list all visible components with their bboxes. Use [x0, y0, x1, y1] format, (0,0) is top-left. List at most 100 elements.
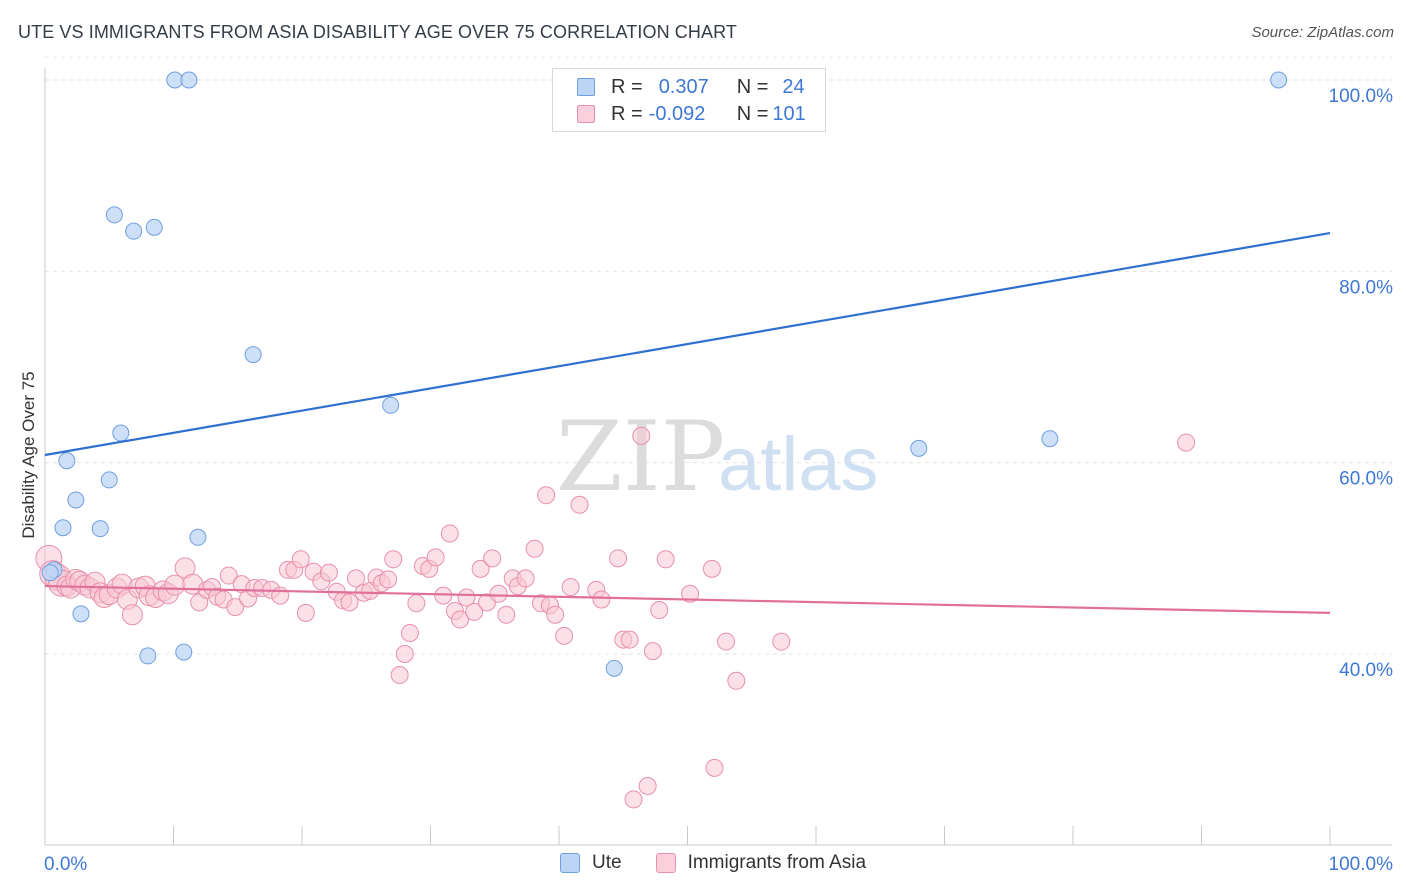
y-tick-label: 60.0%	[1339, 469, 1393, 490]
series-label-ute: Ute	[592, 852, 622, 873]
ute-point	[112, 424, 130, 442]
legend-r-value: -0.092	[648, 102, 706, 125]
ute-point	[166, 71, 184, 89]
series-legend-ute: Ute	[560, 852, 622, 874]
ute-point	[67, 491, 85, 509]
legend-r-value: 0.307	[658, 75, 709, 98]
legend-n-value: 101	[772, 102, 806, 125]
asia-point	[226, 598, 245, 617]
asia-point	[384, 550, 403, 569]
asia-point	[426, 548, 445, 567]
ute-point	[91, 520, 109, 538]
asia-point	[650, 600, 669, 619]
asia-point	[319, 563, 338, 582]
ute-point	[139, 647, 157, 665]
ute-point	[145, 218, 163, 236]
ute-point	[125, 222, 143, 240]
legend-n-label: N =	[736, 75, 769, 98]
series-label-asia: Immigrants from Asia	[687, 852, 867, 873]
ute-point	[180, 71, 198, 89]
asia-point	[219, 566, 238, 585]
asia-point	[1177, 433, 1196, 452]
asia-point	[457, 588, 476, 607]
chart-title: UTE VS IMMIGRANTS FROM ASIA DISABILITY A…	[18, 22, 737, 42]
asia-point	[525, 539, 544, 558]
legend-swatch-ute	[577, 78, 595, 96]
asia-point	[561, 578, 580, 597]
asia-point	[609, 549, 628, 568]
tick-labels: 40.0% 60.0% 80.0% 100.0% 0.0% 100.0%	[44, 86, 1393, 875]
axes-layer	[44, 68, 1392, 846]
ute-point	[100, 471, 118, 489]
asia-point	[592, 590, 611, 609]
ute-point	[72, 605, 90, 623]
y-tick-label: 80.0%	[1339, 277, 1393, 298]
asia-point	[390, 666, 409, 685]
asia-point	[632, 426, 651, 445]
asia-points	[35, 426, 1196, 809]
asia-point	[570, 495, 589, 514]
asia-point	[624, 790, 643, 809]
source-label: Source: ZipAtlas.com	[1251, 24, 1394, 41]
ute-point	[175, 643, 193, 661]
asia-point	[555, 626, 574, 645]
ute-point	[58, 452, 76, 470]
asia-point	[620, 630, 639, 649]
ute-point	[605, 659, 623, 677]
ute-point	[105, 206, 123, 224]
asia-point	[471, 559, 490, 578]
legend-swatch-asia	[577, 105, 595, 123]
ute-point	[1041, 430, 1059, 448]
asia-point	[340, 593, 359, 612]
asia-point	[489, 584, 508, 603]
asia-point	[379, 570, 398, 589]
asia-point	[546, 605, 565, 624]
asia-point	[497, 605, 516, 624]
asia-point	[537, 486, 556, 505]
asia-point	[395, 645, 414, 663]
asia-point	[727, 671, 746, 690]
asia-point	[717, 632, 736, 651]
asia-point	[434, 586, 453, 605]
ute-point	[910, 439, 928, 457]
asia-point	[705, 758, 724, 777]
series-swatch-asia	[655, 853, 676, 873]
asia-point	[271, 586, 290, 605]
watermark-zip: ZIP	[556, 401, 725, 513]
asia-point	[407, 594, 426, 613]
asia-point	[656, 550, 675, 569]
legend-n-label: N =	[736, 102, 769, 125]
y-axis-label: Disability Age Over 75	[19, 371, 38, 538]
y-tick-label: 100.0%	[1329, 86, 1394, 107]
ute-point	[1270, 71, 1288, 89]
ute-point	[382, 396, 400, 414]
asia-point	[772, 632, 791, 651]
ute-point	[54, 519, 72, 537]
asia-point	[638, 777, 657, 796]
ute-point	[189, 528, 207, 546]
asia-point	[643, 642, 662, 661]
asia-point	[681, 584, 700, 603]
asia-point	[400, 623, 419, 642]
ute-points	[41, 71, 1288, 677]
legend-row-ute: R = 0.307 N = 24	[577, 74, 805, 100]
legend-r-label: R =	[611, 75, 643, 98]
grid-layer	[45, 56, 1392, 655]
asia-point	[465, 602, 484, 621]
series-swatch-ute	[560, 853, 580, 873]
x-tick-label: 100.0%	[1329, 854, 1394, 875]
asia-point	[440, 524, 459, 543]
legend-row-asia: R = -0.092 N = 101	[577, 101, 806, 127]
legend-r-label: R =	[611, 102, 643, 125]
asia-point	[121, 604, 143, 626]
asia-point	[516, 569, 535, 588]
asia-point	[291, 550, 310, 569]
ute-point	[244, 346, 262, 364]
legend-n-value: 24	[782, 75, 805, 98]
series-legend: Ute Immigrants from Asia	[560, 852, 900, 874]
watermark: ZIP atlas	[556, 401, 879, 513]
asia-point	[483, 549, 502, 568]
asia-point	[296, 603, 315, 622]
y-tick-label: 40.0%	[1339, 660, 1393, 681]
